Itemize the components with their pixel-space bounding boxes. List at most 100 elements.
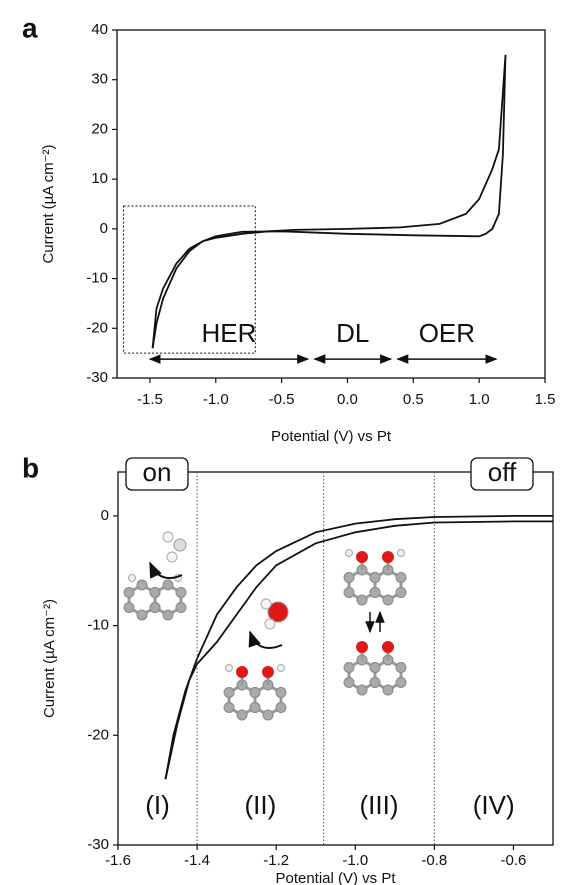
x-tick-label: -0.6 [501, 852, 527, 869]
x-tick-label: -1.2 [263, 852, 289, 869]
carbon-atom [382, 684, 394, 696]
y-axis-label: Current (µA cm⁻²) [40, 144, 57, 263]
carbon-atom [249, 687, 261, 698]
y-tick-label: -10 [87, 617, 109, 634]
hydrogen-atom [276, 664, 285, 672]
carbon-atom [356, 684, 368, 696]
cv-curve [151, 54, 507, 349]
y-tick-label: 0 [100, 220, 108, 237]
x-tick-label: 0.0 [337, 391, 358, 408]
cv-curve [151, 54, 507, 349]
region-label: DL [336, 318, 369, 348]
y-tick-label: 20 [91, 120, 108, 137]
x-tick-label: 1.0 [469, 391, 490, 408]
y-tick-label: 30 [91, 71, 108, 88]
carbon-atom [369, 572, 381, 583]
carbon-atom [175, 602, 187, 613]
carbon-atom [356, 594, 368, 606]
hydrogen-atom [166, 551, 178, 563]
carbon-atom [236, 709, 248, 721]
panel-label: a [22, 12, 38, 43]
y-tick-label: -30 [86, 369, 108, 386]
hydrogen-atom [260, 598, 272, 610]
reaction-arrow [149, 561, 183, 579]
carbon-atom [162, 579, 174, 591]
x-tick-label: -0.8 [421, 852, 447, 869]
carbon-atom [382, 594, 394, 606]
y-tick-label: 40 [91, 21, 108, 38]
region-label: OER [419, 318, 475, 348]
hydrogen-atom [162, 531, 174, 543]
carbon-atom [369, 662, 381, 673]
region-label: (III) [360, 790, 399, 820]
y-tick-label: -20 [87, 726, 109, 743]
y-tick-label: 10 [91, 170, 108, 187]
y-tick-label: -20 [86, 319, 108, 336]
plot-frame [116, 29, 546, 379]
carbon-atom [136, 609, 148, 621]
water-atom [173, 538, 187, 552]
carbon-atom [343, 662, 355, 673]
x-axis-label: Potential (V) vs Pt [275, 870, 396, 885]
y-tick-label: -10 [86, 270, 108, 287]
oxygen-atom [381, 551, 394, 563]
hydrogen-atom [264, 618, 276, 630]
carbon-atom [369, 587, 381, 598]
carbon-atom [369, 677, 381, 688]
cv-curve [164, 520, 553, 780]
carbon-atom [136, 579, 148, 591]
state-box [470, 457, 534, 491]
carbon-atom [395, 662, 407, 673]
carbon-atom [395, 587, 407, 598]
y-tick-label: 0 [101, 507, 109, 524]
region-label: (IV) [473, 790, 515, 820]
carbon-atom [162, 609, 174, 621]
oxygen-atom [381, 641, 394, 653]
reaction-arrow [248, 630, 283, 649]
x-tick-label: -1.4 [184, 852, 210, 869]
x-tick-label: -1.0 [342, 852, 368, 869]
water-atom [267, 601, 289, 623]
y-axis-label: Current (µA cm⁻²) [41, 599, 58, 718]
carbon-atom [249, 702, 261, 713]
carbon-atom [343, 587, 355, 598]
region-label: HER [201, 318, 256, 348]
hydrogen-atom [345, 549, 354, 557]
y-tick-label: -30 [87, 836, 109, 853]
zoom-box [123, 205, 256, 354]
x-tick-label: 1.5 [535, 391, 556, 408]
state-label: on [143, 457, 172, 487]
hydrogen-atom [396, 549, 405, 557]
hydrogen-atom [225, 664, 234, 672]
carbon-atom [123, 587, 135, 598]
carbon-atom [149, 587, 161, 598]
carbon-atom [343, 677, 355, 688]
state-box [125, 457, 189, 491]
x-tick-label: -0.5 [269, 391, 295, 408]
carbon-atom [275, 687, 287, 698]
panel-label: b [22, 452, 39, 483]
plot-frame [117, 471, 554, 846]
oxygen-atom [356, 551, 369, 563]
state-label: off [488, 457, 517, 487]
carbon-atom [262, 709, 274, 721]
x-tick-label: -1.5 [137, 391, 163, 408]
carbon-atom [223, 687, 235, 698]
oxygen-atom [261, 666, 274, 678]
region-label: (I) [145, 790, 170, 820]
carbon-atom [395, 572, 407, 583]
region-label: (II) [244, 790, 276, 820]
carbon-atom [275, 702, 287, 713]
carbon-atom [223, 702, 235, 713]
carbon-atom [123, 602, 135, 613]
hydrogen-atom [128, 574, 137, 582]
carbon-atom [175, 587, 187, 598]
x-tick-label: -1.6 [105, 852, 131, 869]
carbon-atom [395, 677, 407, 688]
x-tick-label: -1.0 [203, 391, 229, 408]
oxygen-atom [236, 666, 249, 678]
x-tick-label: 0.5 [403, 391, 424, 408]
carbon-atom [343, 572, 355, 583]
carbon-atom [149, 602, 161, 613]
